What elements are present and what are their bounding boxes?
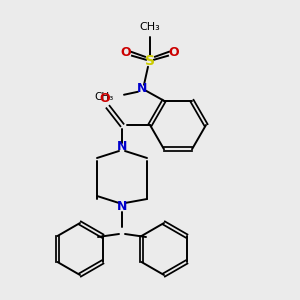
Text: O: O bbox=[169, 46, 179, 59]
Text: O: O bbox=[100, 92, 110, 104]
Text: N: N bbox=[137, 82, 147, 95]
Text: N: N bbox=[117, 140, 127, 154]
Text: CH₃: CH₃ bbox=[140, 22, 160, 32]
Text: CH₃: CH₃ bbox=[95, 92, 114, 102]
Text: S: S bbox=[145, 54, 155, 68]
Text: N: N bbox=[117, 200, 127, 214]
Text: O: O bbox=[121, 46, 131, 59]
